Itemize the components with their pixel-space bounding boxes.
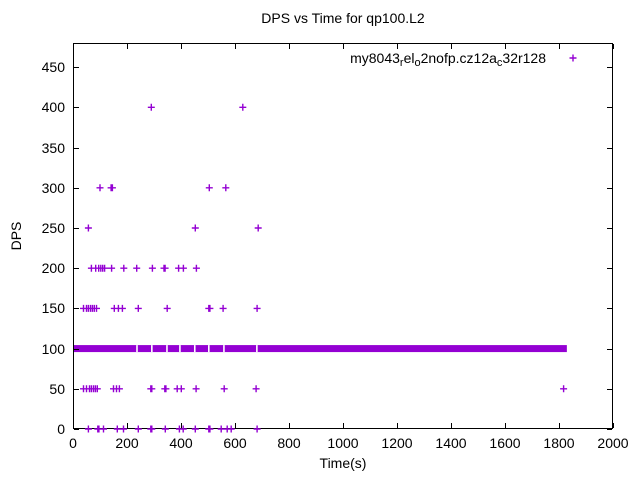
legend-label-text: 32r128 <box>502 50 546 66</box>
axis-ticks <box>73 44 614 430</box>
y-tick-label: 400 <box>41 99 65 116</box>
x-tick-label: 600 <box>223 435 247 451</box>
dense-band-gap <box>223 345 225 353</box>
x-tick-label: 2000 <box>597 435 629 451</box>
legend-label-subscript: r <box>399 57 404 69</box>
dense-band-gap <box>193 345 196 353</box>
legend-label-subscript: c <box>496 57 503 69</box>
dense-band-gap <box>166 345 168 353</box>
y-tick-label: 100 <box>41 340 65 357</box>
dense-band-100dps <box>73 345 567 353</box>
y-tick-label: 200 <box>41 260 65 277</box>
y-tick-label: 300 <box>41 179 65 196</box>
dense-band-gap <box>256 345 258 353</box>
x-tick-label: 0 <box>69 435 77 451</box>
legend-label-text: el <box>403 50 415 66</box>
x-tick-label: 1800 <box>543 435 575 451</box>
dense-band-gap <box>136 345 138 353</box>
legend-label: my8043relo2nofp.cz12ac32r128 <box>350 50 546 69</box>
x-tick-label: 1000 <box>327 435 359 451</box>
y-tick-label: 50 <box>49 380 65 397</box>
y-tick-label: 350 <box>41 139 65 156</box>
y-tick-label: 0 <box>57 421 65 437</box>
legend-label-text: 2nofp.cz12a <box>420 50 497 66</box>
x-tick-label: 1400 <box>435 435 467 451</box>
x-tick-label: 800 <box>277 435 301 451</box>
x-tick-label: 1600 <box>489 435 521 451</box>
legend-label-text: my8043 <box>350 50 400 66</box>
y-tick-label: 250 <box>41 219 65 236</box>
x-tick-label: 200 <box>115 435 139 451</box>
scatter-points <box>80 103 568 433</box>
chart-title: DPS vs Time for qp100.L2 <box>261 10 425 26</box>
x-tick-label: 400 <box>169 435 193 451</box>
x-axis-label: Time(s) <box>319 455 367 471</box>
y-tick-label: 150 <box>41 300 65 317</box>
plot-border <box>73 43 613 429</box>
dense-band-gap <box>179 345 181 353</box>
legend-label-subscript: o <box>414 57 421 69</box>
x-tick-label: 1200 <box>381 435 413 451</box>
dense-band-gap <box>208 345 210 353</box>
legend-marker-icon <box>569 54 577 62</box>
y-tick-label: 450 <box>41 59 65 76</box>
dense-band-gap <box>151 345 153 353</box>
